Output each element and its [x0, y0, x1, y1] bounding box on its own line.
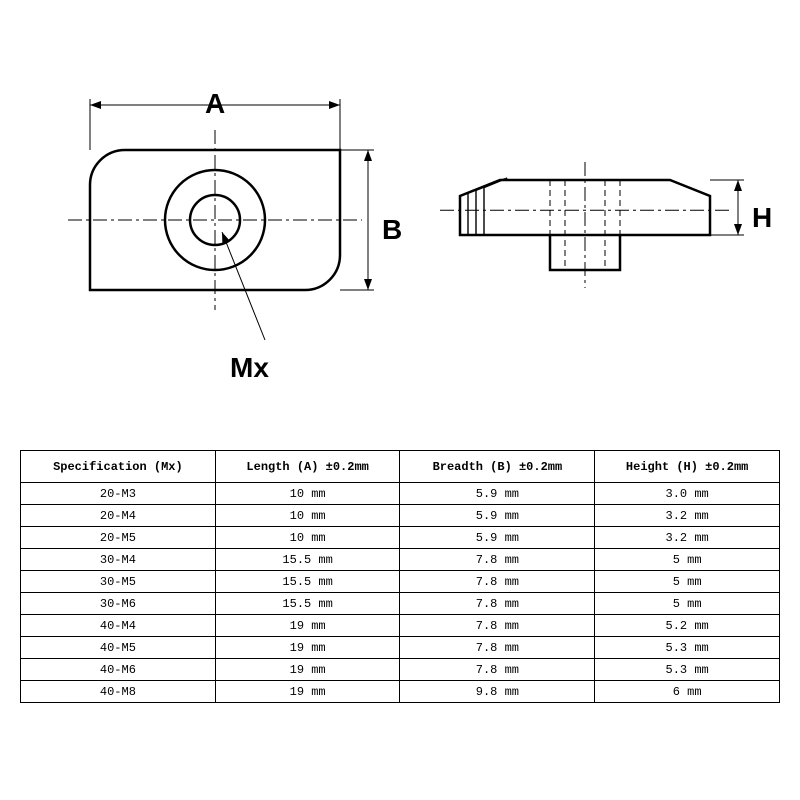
table-row: 20-M310 mm5.9 mm3.0 mm [21, 483, 780, 505]
table-cell: 19 mm [215, 659, 400, 681]
table-cell: 7.8 mm [400, 615, 595, 637]
table-cell: 7.8 mm [400, 549, 595, 571]
label-Mx: Mx [230, 352, 269, 384]
table-cell: 40-M8 [21, 681, 216, 703]
table-cell: 3.2 mm [595, 527, 780, 549]
table-cell: 3.2 mm [595, 505, 780, 527]
table-row: 30-M615.5 mm7.8 mm5 mm [21, 593, 780, 615]
table-row: 20-M510 mm5.9 mm3.2 mm [21, 527, 780, 549]
table-cell: 5.9 mm [400, 505, 595, 527]
table-cell: 5 mm [595, 593, 780, 615]
table-cell: 10 mm [215, 483, 400, 505]
table-cell: 7.8 mm [400, 659, 595, 681]
table-cell: 15.5 mm [215, 571, 400, 593]
col-length: Length (A) ±0.2mm [215, 451, 400, 483]
table-cell: 7.8 mm [400, 593, 595, 615]
table-cell: 20-M3 [21, 483, 216, 505]
table-cell: 20-M5 [21, 527, 216, 549]
table-row: 40-M819 mm9.8 mm6 mm [21, 681, 780, 703]
table-cell: 5.9 mm [400, 483, 595, 505]
table-cell: 30-M4 [21, 549, 216, 571]
label-A: A [205, 88, 225, 120]
engineering-diagram: A B H Mx [0, 30, 800, 400]
table-cell: 5 mm [595, 549, 780, 571]
label-H: H [752, 202, 772, 234]
table-cell: 40-M6 [21, 659, 216, 681]
table-body: 20-M310 mm5.9 mm3.0 mm20-M410 mm5.9 mm3.… [21, 483, 780, 703]
col-height: Height (H) ±0.2mm [595, 451, 780, 483]
spec-table: Specification (Mx) Length (A) ±0.2mm Bre… [20, 450, 780, 703]
table-row: 40-M619 mm7.8 mm5.3 mm [21, 659, 780, 681]
table-header-row: Specification (Mx) Length (A) ±0.2mm Bre… [21, 451, 780, 483]
table-cell: 5.2 mm [595, 615, 780, 637]
table-cell: 7.8 mm [400, 637, 595, 659]
table-cell: 5.3 mm [595, 637, 780, 659]
table-cell: 5.9 mm [400, 527, 595, 549]
table-cell: 7.8 mm [400, 571, 595, 593]
table-cell: 15.5 mm [215, 549, 400, 571]
table-cell: 6 mm [595, 681, 780, 703]
table-row: 40-M419 mm7.8 mm5.2 mm [21, 615, 780, 637]
col-breadth: Breadth (B) ±0.2mm [400, 451, 595, 483]
table-cell: 3.0 mm [595, 483, 780, 505]
table-cell: 10 mm [215, 505, 400, 527]
table-cell: 10 mm [215, 527, 400, 549]
label-B: B [382, 214, 402, 246]
table-cell: 5 mm [595, 571, 780, 593]
table-cell: 19 mm [215, 681, 400, 703]
table-row: 20-M410 mm5.9 mm3.2 mm [21, 505, 780, 527]
spec-table-container: Specification (Mx) Length (A) ±0.2mm Bre… [20, 450, 780, 703]
table-cell: 40-M5 [21, 637, 216, 659]
table-cell: 40-M4 [21, 615, 216, 637]
table-cell: 19 mm [215, 637, 400, 659]
table-cell: 15.5 mm [215, 593, 400, 615]
table-row: 40-M519 mm7.8 mm5.3 mm [21, 637, 780, 659]
table-row: 30-M415.5 mm7.8 mm5 mm [21, 549, 780, 571]
table-cell: 20-M4 [21, 505, 216, 527]
table-row: 30-M515.5 mm7.8 mm5 mm [21, 571, 780, 593]
table-cell: 9.8 mm [400, 681, 595, 703]
table-cell: 30-M6 [21, 593, 216, 615]
table-cell: 5.3 mm [595, 659, 780, 681]
table-cell: 19 mm [215, 615, 400, 637]
table-cell: 30-M5 [21, 571, 216, 593]
col-spec: Specification (Mx) [21, 451, 216, 483]
